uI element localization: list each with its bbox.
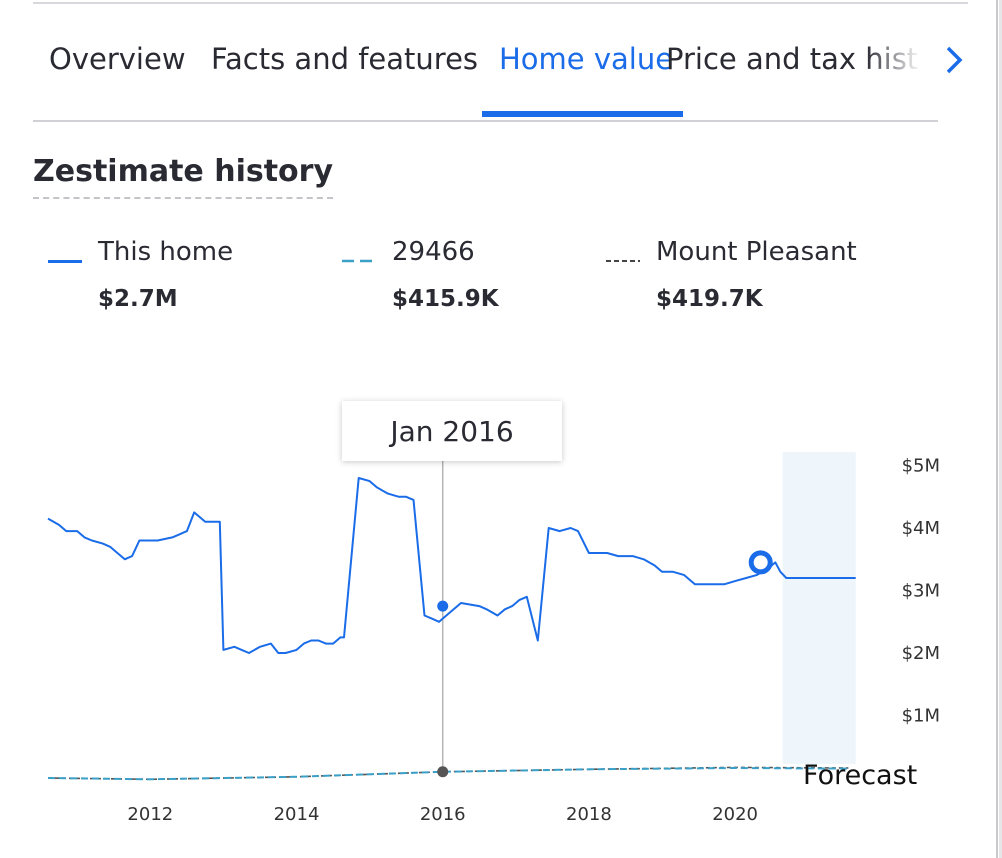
y-tick-label: $4M [902, 518, 940, 539]
series-line-29466 [47, 767, 849, 781]
selected-point-marker [437, 600, 449, 612]
tab-home-value[interactable]: Home value [499, 42, 674, 76]
series-line-this-home [47, 477, 856, 654]
section-tabs: Overview Facts and features Home value [33, 0, 938, 122]
current-value-marker [748, 550, 773, 575]
legend-label: 29466 [392, 237, 475, 267]
selected-point-baseline-marker [437, 766, 449, 778]
chevron-right-icon [946, 46, 963, 74]
y-tick-label: $5M [902, 456, 940, 477]
x-tick-label: 2012 [127, 804, 173, 825]
legend-value: $419.7K [656, 286, 763, 312]
zestimate-chart[interactable]: $1M $2M $3M $4M $5M 2012 2014 2016 2018 2020 [0, 440, 1002, 840]
tabs-scroll-right-button[interactable] [938, 40, 968, 80]
tab-overview[interactable]: Overview [49, 42, 186, 76]
x-tick-label: 2018 [566, 804, 612, 825]
legend-label: Mount Pleasant [656, 237, 857, 267]
top-divider [33, 2, 968, 4]
y-tick-label: $2M [902, 643, 940, 664]
dashed-line-icon [342, 259, 376, 263]
dotted-line-icon [606, 260, 640, 262]
legend-label: This home [98, 237, 234, 267]
panel-edge-shadow [999, 0, 1002, 858]
solid-line-icon [48, 260, 82, 263]
x-tick-label: 2014 [274, 804, 320, 825]
active-tab-indicator [482, 111, 683, 117]
forecast-label: Forecast [803, 760, 918, 791]
y-tick-label: $1M [902, 706, 940, 727]
legend-value: $415.9K [392, 286, 499, 312]
y-tick-label: $3M [902, 581, 940, 602]
chart-tooltip: Jan 2016 [342, 401, 562, 461]
x-tick-label: 2016 [420, 804, 466, 825]
x-tick-label: 2020 [712, 804, 758, 825]
forecast-band [782, 452, 856, 764]
tooltip-date: Jan 2016 [390, 414, 514, 448]
tab-fade [866, 38, 944, 82]
series-line-mount-pleasant [47, 766, 849, 781]
tab-facts-and-features[interactable]: Facts and features [211, 42, 479, 76]
section-title: Zestimate history [33, 153, 334, 199]
panel-edge [996, 0, 998, 858]
legend-value: $2.7M [98, 286, 178, 312]
